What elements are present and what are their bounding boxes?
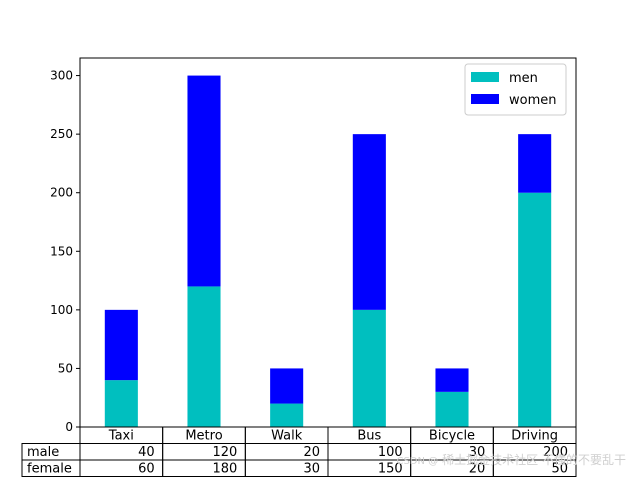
table-value-female-bus: 150 [378,462,403,477]
bar-men-bus [352,309,386,427]
legend-swatch-men [471,72,499,82]
table-row-label-female: female [27,462,72,477]
table-value-female-metro: 180 [213,462,238,477]
bar-women-metro [187,75,221,287]
watermark-prefix: CSDN @ [396,456,439,467]
bars-layer [104,75,552,427]
y-tick-label-50: 50 [58,361,73,375]
bar-women-bus [352,134,386,310]
bar-women-bicycle [435,368,469,392]
table-header-metro: Metro [185,429,222,444]
table-value-female-walk: 30 [303,462,320,477]
y-tick-label-300: 300 [50,69,73,83]
y-tick-label-0: 0 [65,420,73,434]
legend-swatch-women [471,94,499,104]
bar-men-walk [270,403,304,427]
bar-men-metro [187,286,221,427]
table-row-label-male: male [27,445,59,460]
watermark-text: 稀土掘金技术社区 不懂的不要乱干 [442,453,626,467]
table-value-male-bus: 100 [378,445,403,460]
table-value-female-bicycle: 20 [469,462,486,477]
table-value-male-driving: 200 [543,445,568,460]
bar-men-taxi [104,380,138,427]
table-value-male-walk: 20 [303,445,320,460]
y-tick-label-100: 100 [50,303,73,317]
y-tick-label-200: 200 [50,186,73,200]
legend-label-women: women [509,93,557,108]
table-header-bus: Bus [357,429,381,444]
bar-men-bicycle [435,391,469,427]
table-value-female-taxi: 60 [138,462,155,477]
bar-women-driving [518,134,552,193]
table-header-driving: Driving [511,429,558,444]
table-header-taxi: Taxi [108,429,134,444]
watermark: CSDN @ 稀土掘金技术社区 不懂的不要乱干 [396,451,626,468]
data-table: Taxi Metro Walk Bus Bicycle Driving male 40 120 2… [21,426,577,477]
bar-women-walk [270,368,304,404]
y-tick-label-250: 250 [50,127,73,141]
table-value-male-metro: 120 [213,445,238,460]
y-tick-label-150: 150 [50,244,73,258]
bar-women-taxi [104,309,138,381]
bar-men-driving [518,192,552,427]
legend: men women [464,63,567,116]
table-value-male-bicycle: 30 [469,445,486,460]
table-cell-female-driving [492,459,577,477]
legend-label-men: men [509,71,538,86]
table-header-walk: Walk [271,429,303,444]
table-value-male-taxi: 40 [138,445,155,460]
table-header-bicycle: Bicycle [429,429,475,444]
table-value-female-driving: 50 [551,462,568,477]
